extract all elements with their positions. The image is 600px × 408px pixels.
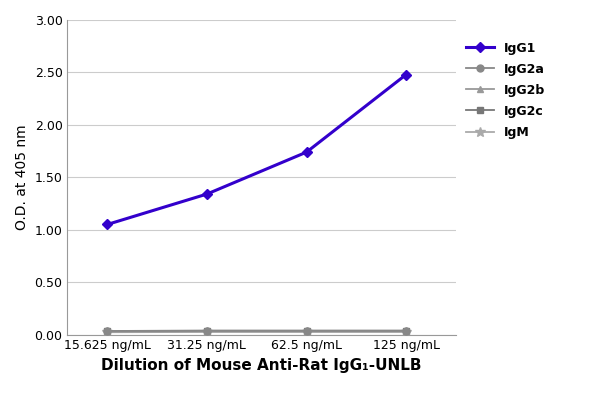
IgG2c: [303, 328, 310, 333]
Line: IgG1: IgG1: [104, 71, 410, 228]
IgM: [203, 330, 211, 335]
IgG2b: [104, 329, 111, 334]
IgG2c: [203, 328, 211, 333]
IgG2b: [403, 329, 410, 334]
IgG1: [104, 222, 111, 227]
IgG1: [403, 72, 410, 77]
Y-axis label: O.D. at 405 nm: O.D. at 405 nm: [15, 124, 29, 230]
IgG2b: [203, 329, 211, 334]
Line: IgM: IgM: [103, 327, 411, 337]
Legend: IgG1, IgG2a, IgG2b, IgG2c, IgM: IgG1, IgG2a, IgG2b, IgG2c, IgM: [466, 42, 545, 140]
IgG2a: [203, 328, 211, 333]
IgG2a: [303, 328, 310, 333]
Line: IgG2a: IgG2a: [104, 327, 410, 335]
IgG2a: [104, 329, 111, 334]
IgG2a: [403, 328, 410, 333]
Line: IgG2c: IgG2c: [104, 327, 410, 335]
IgG2c: [104, 328, 111, 333]
IgG1: [203, 192, 211, 197]
IgM: [303, 330, 310, 335]
X-axis label: Dilution of Mouse Anti-Rat IgG₁-UNLB: Dilution of Mouse Anti-Rat IgG₁-UNLB: [101, 358, 422, 373]
IgG2c: [403, 328, 410, 333]
IgG1: [303, 150, 310, 155]
IgM: [104, 330, 111, 335]
Line: IgG2b: IgG2b: [104, 328, 410, 335]
IgM: [403, 330, 410, 335]
IgG2b: [303, 329, 310, 334]
